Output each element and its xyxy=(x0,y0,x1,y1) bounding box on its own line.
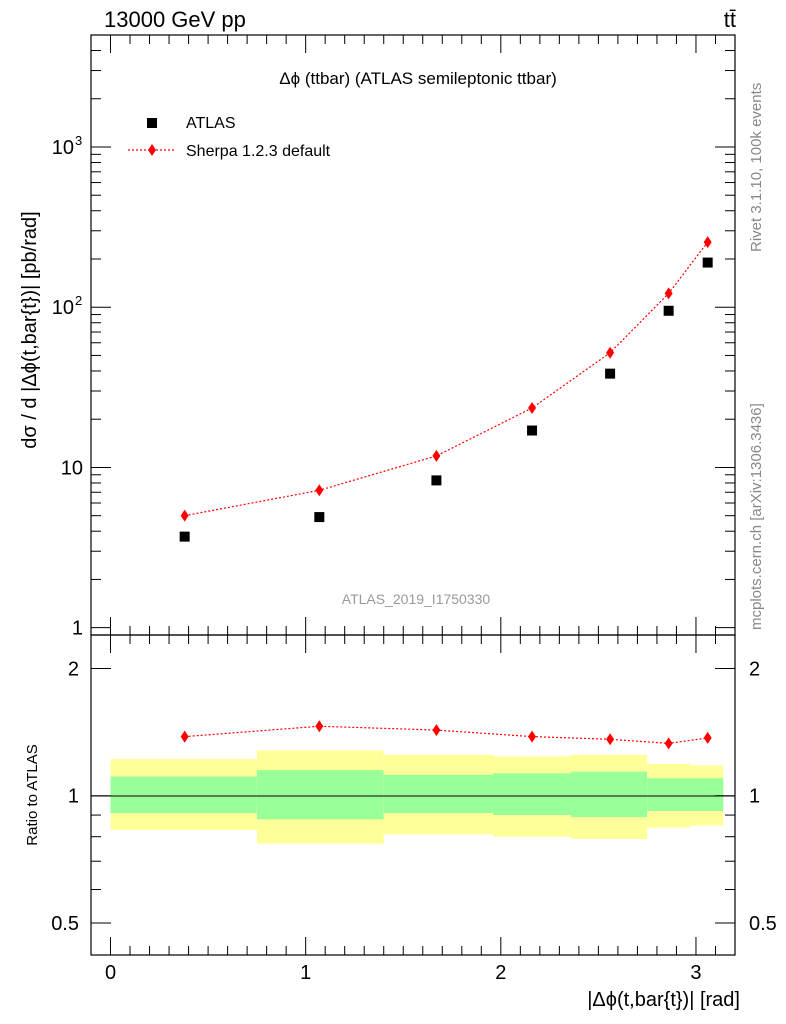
ratio-y-tick-label-right: 0.5 xyxy=(749,913,777,935)
ratio-sherpa-point xyxy=(528,730,537,743)
main-title: Δϕ (ttbar) (ATLAS semileptonic ttbar) xyxy=(279,69,557,88)
atlas-point xyxy=(663,305,674,316)
uncertainty-band-inner xyxy=(383,774,494,814)
atlas-point xyxy=(702,257,713,268)
uncertainty-band-inner xyxy=(493,773,572,816)
ratio-bands xyxy=(110,750,724,844)
uncertainty-band-inner xyxy=(690,778,724,812)
main-ylabel: dσ / d |Δϕ(t,bar{t})| [pb/rad] xyxy=(19,211,41,448)
atlas-point xyxy=(179,531,190,542)
ratio-y-tick-label: 2 xyxy=(68,658,79,680)
main-panel: Δϕ (ttbar) (ATLAS semileptonic ttbar) dσ… xyxy=(19,34,736,640)
atlas-point xyxy=(605,368,616,379)
legend: ATLAS Sherpa 1.2.3 default xyxy=(128,115,331,160)
side-label-upper: Rivet 3.1.10, 100k events xyxy=(748,83,765,252)
sherpa-point xyxy=(528,401,537,414)
y-tick-label: 1 xyxy=(72,618,83,640)
ratio-x-tick-label: 2 xyxy=(495,962,506,984)
side-label-lower: mcplots.cern.ch [arXiv:1306.3436] xyxy=(748,403,765,630)
uncertainty-band-inner xyxy=(110,776,257,814)
ratio-y-axis: 0.5 0.5 1 1 2 2 xyxy=(51,658,777,935)
ratio-sherpa-point xyxy=(315,720,324,733)
atlas-point xyxy=(431,475,442,486)
sherpa-point xyxy=(315,484,324,497)
watermark: ATLAS_2019_I1750330 xyxy=(342,591,491,607)
atlas-point xyxy=(314,512,325,523)
ratio-x-tick-label: 0 xyxy=(105,962,116,984)
ratio-data-layer xyxy=(180,720,712,750)
ratio-x-axis: 0 1 2 3 xyxy=(105,635,716,984)
legend-label-sherpa: Sherpa 1.2.3 default xyxy=(186,143,331,160)
ratio-x-tick-label: 1 xyxy=(300,962,311,984)
ratio-xlabel: |Δϕ(t,bar{t})| [rad] xyxy=(587,989,740,1011)
ratio-y-tick-label-right: 2 xyxy=(749,658,760,680)
ratio-sherpa-point xyxy=(664,737,673,750)
sherpa-point xyxy=(180,509,189,522)
ratio-y-tick-label-right: 1 xyxy=(749,786,760,808)
sherpa-point xyxy=(664,287,673,300)
main-data-layer xyxy=(110,35,716,635)
sherpa-point xyxy=(703,236,712,249)
y-tick-label: 10 xyxy=(61,457,83,479)
ratio-ylabel: Ratio to ATLAS xyxy=(24,744,41,845)
ratio-y-tick-label: 0.5 xyxy=(51,913,79,935)
ratio-sherpa-line xyxy=(184,725,708,744)
y-tick-label-exponent: 2 xyxy=(75,293,82,308)
ratio-panel: Ratio to ATLAS |Δϕ(t,bar{t})| [rad] 0.5 0… xyxy=(24,634,777,1011)
sherpa-point xyxy=(606,346,615,359)
ratio-sherpa-point xyxy=(180,730,189,743)
legend-marker-sherpa xyxy=(148,144,156,156)
ratio-frame xyxy=(90,634,736,956)
ratio-sherpa-point xyxy=(606,733,615,746)
uncertainty-band-inner xyxy=(256,770,384,820)
ratio-sherpa-point xyxy=(703,731,712,744)
y-tick-label-exponent: 3 xyxy=(75,133,82,148)
ratio-x-tick-label: 3 xyxy=(690,962,701,984)
header-right: tt̄ xyxy=(724,7,736,32)
sherpa-line xyxy=(184,241,709,517)
legend-marker-atlas xyxy=(147,118,157,128)
uncertainty-band-inner xyxy=(571,771,648,818)
y-tick-label: 10 xyxy=(52,297,74,319)
sherpa-point xyxy=(432,449,441,462)
header-left: 13000 GeV pp xyxy=(104,7,246,32)
ratio-sherpa-point xyxy=(432,724,441,737)
uncertainty-band-inner xyxy=(647,778,691,812)
atlas-point xyxy=(527,425,538,436)
y-tick-label: 10 xyxy=(52,137,74,159)
ratio-y-tick-label: 1 xyxy=(68,786,79,808)
legend-label-atlas: ATLAS xyxy=(186,115,236,132)
